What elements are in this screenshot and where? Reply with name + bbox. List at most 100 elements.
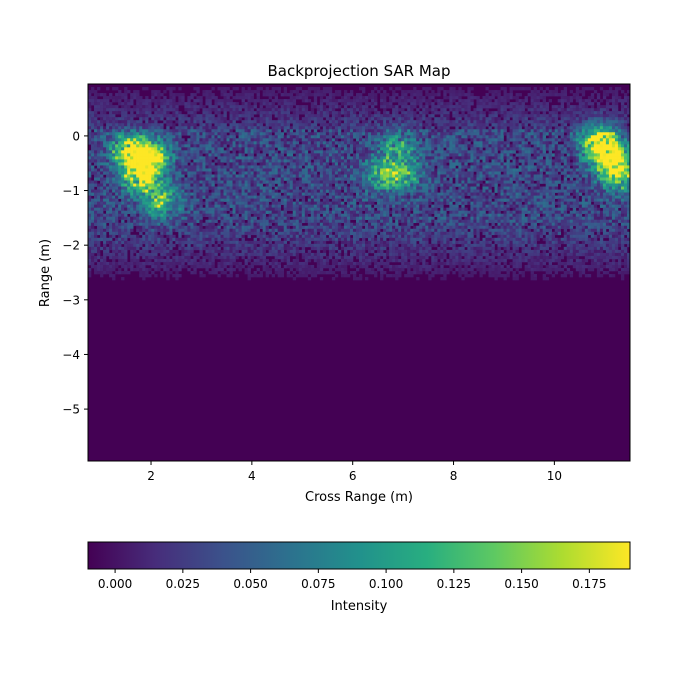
heatmap-cell [280,135,285,139]
heatmap-cell [346,111,351,115]
heatmap-cell [425,87,429,91]
heatmap-cell [103,96,107,100]
heatmap-cell [208,105,212,109]
heatmap-cell [467,123,471,127]
heatmap-cell [392,156,396,160]
heatmap-cell [566,168,571,172]
heatmap-cell [307,174,312,178]
heatmap-cell [166,129,170,133]
heatmap-cell [94,93,98,97]
heatmap-cell [569,168,574,172]
heatmap-cell [413,135,417,139]
heatmap-cell [247,141,251,145]
heatmap-cell [452,111,456,115]
heatmap-cell [193,162,197,166]
heatmap-cell [428,144,432,148]
heatmap-cell [241,129,245,133]
heatmap-cell [262,129,266,133]
heatmap-cell [325,117,330,121]
heatmap-cell [605,165,610,169]
heatmap-cell [256,135,260,139]
heatmap-cell [346,174,351,178]
heatmap-cell [196,87,200,91]
heatmap-cell [599,129,604,133]
heatmap-cell [614,150,619,154]
heatmap-cell [256,117,260,121]
heatmap-cell [566,144,571,148]
heatmap-cell [97,135,101,139]
heatmap-cell [536,132,540,136]
heatmap-cell [434,150,438,154]
heatmap-cell [512,117,516,121]
heatmap-cell [548,132,553,136]
heatmap-cell [94,117,98,121]
heatmap-cell [428,153,432,157]
heatmap-cell [521,135,525,139]
heatmap-cell [151,147,155,151]
heatmap-image [88,84,630,461]
heatmap-cell [91,141,95,145]
heatmap-cell [605,105,610,109]
heatmap-cell [584,111,589,115]
heatmap-cell [253,150,257,154]
heatmap-cell [88,138,92,142]
heatmap-cell [368,138,372,142]
heatmap-cell [431,96,435,100]
heatmap-cell [593,147,598,151]
heatmap-cell [91,180,95,184]
heatmap-cell [485,87,489,91]
heatmap-cell [425,150,429,154]
heatmap-cell [193,123,197,127]
heatmap-cell [211,114,215,118]
heatmap-cell [226,87,230,91]
heatmap-cell [238,180,242,184]
heatmap-cell [605,177,610,181]
heatmap-cell [623,144,628,148]
heatmap-cell [277,111,282,115]
heatmap-cell [262,141,266,145]
heatmap-cell [377,174,381,178]
heatmap-cell [617,162,622,166]
heatmap-cell [340,156,345,160]
heatmap-cell [371,132,375,136]
heatmap-cell [536,105,540,109]
heatmap-cell [256,87,260,91]
heatmap-cell [304,174,309,178]
heatmap-cell [247,177,251,181]
heatmap-cell [446,114,450,118]
heatmap-cell [422,96,426,100]
heatmap-cell [277,117,282,121]
heatmap-cell [196,144,200,148]
heatmap-cell [398,174,402,178]
heatmap-cell [163,150,167,154]
heatmap-cell [383,147,387,151]
heatmap-cell [283,177,288,181]
heatmap-cell [449,165,453,169]
heatmap-cell [157,162,161,166]
heatmap-cell [599,162,604,166]
heatmap-cell [386,102,390,106]
heatmap-cell [455,144,459,148]
heatmap-cell [383,96,387,100]
heatmap-cell [488,102,492,106]
heatmap-cell [578,117,583,121]
heatmap-cell [473,147,477,151]
heatmap-cell [319,93,324,97]
heatmap-cell [217,129,221,133]
heatmap-cell [608,174,613,178]
heatmap-cell [608,111,613,115]
heatmap-cell [533,105,537,109]
heatmap-cell [437,132,441,136]
heatmap-cell [292,177,297,181]
heatmap-cell [380,177,384,181]
heatmap-cell [506,111,510,115]
heatmap-cell [274,162,278,166]
heatmap-cell [151,96,155,100]
heatmap-cell [307,144,312,148]
heatmap-cell [349,141,354,145]
heatmap-cell [587,141,592,145]
heatmap-cell [527,162,531,166]
heatmap-cell [103,135,107,139]
heatmap-cell [217,180,221,184]
heatmap-cell [494,90,498,94]
